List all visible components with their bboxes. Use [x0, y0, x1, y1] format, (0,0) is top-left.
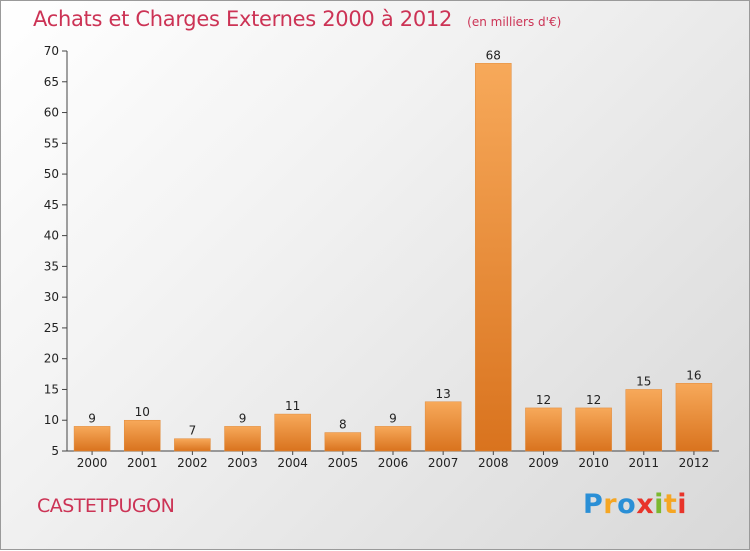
x-tick-label: 2009 [528, 456, 559, 470]
bar [324, 432, 362, 452]
x-tick-label: 2004 [277, 456, 308, 470]
chart-title: Achats et Charges Externes 2000 à 2012 [33, 7, 453, 31]
bar [374, 426, 412, 452]
x-tick-label: 2003 [227, 456, 258, 470]
x-tick-label: 2005 [328, 456, 359, 470]
x-tick-label: 2010 [578, 456, 609, 470]
y-tick-label: 30 [44, 290, 59, 304]
x-tick-label: 2011 [628, 456, 659, 470]
y-tick-label: 25 [44, 321, 59, 335]
value-label: 11 [285, 399, 300, 413]
value-label: 9 [88, 411, 96, 425]
value-label: 10 [135, 405, 150, 419]
bar [274, 413, 311, 452]
chart-title-row: Achats et Charges Externes 2000 à 2012 (… [33, 7, 561, 31]
logo-letter: i [654, 489, 664, 520]
logo-letter: i [677, 489, 688, 520]
x-tick-label: 2006 [378, 456, 409, 470]
y-tick-label: 50 [44, 167, 59, 181]
bar [675, 383, 713, 452]
bar [475, 63, 512, 452]
x-tick-label: 2001 [127, 456, 158, 470]
axes: 5 10 15 20 25 30 35 40 45 50 55 60 65 70 2000 2001 2002 2… [44, 44, 719, 470]
bar [525, 407, 562, 452]
bar [224, 426, 261, 452]
x-tick-label: 2000 [77, 456, 108, 470]
y-tick-label: 70 [44, 44, 59, 58]
x-tick-label: 2008 [478, 456, 509, 470]
logo-letter: t [663, 489, 678, 520]
x-tick-label: 2002 [177, 456, 208, 470]
value-label: 15 [636, 374, 651, 388]
place-name: CASTETPUGON [37, 495, 175, 517]
value-label: 16 [686, 368, 701, 382]
bar [73, 426, 111, 452]
y-tick-label: 65 [44, 75, 59, 89]
value-label: 7 [189, 424, 197, 438]
bars-group: 9 10 7 9 11 8 9 13 68 12 12 15 16 [73, 48, 713, 452]
bar [625, 389, 663, 452]
logo-letter: r [603, 489, 618, 520]
logo-letter: P [583, 489, 604, 520]
y-tick-label: 5 [51, 444, 59, 458]
y-tick-label: 40 [44, 229, 59, 243]
value-label: 12 [536, 393, 551, 407]
bar [424, 401, 462, 452]
value-label: 68 [486, 48, 501, 62]
bar [575, 407, 612, 452]
value-label: 8 [339, 418, 347, 432]
y-tick-label: 55 [44, 136, 59, 150]
value-label: 13 [436, 387, 451, 401]
y-tick-label: 60 [44, 106, 59, 120]
y-tick-label: 10 [44, 413, 59, 427]
y-tick-label: 20 [44, 352, 59, 366]
x-tick-label: 2007 [428, 456, 459, 470]
y-tick-label: 35 [44, 259, 59, 273]
logo-letter: x [636, 489, 655, 520]
value-label: 12 [586, 393, 601, 407]
proxiti-logo: Proxiti [583, 489, 687, 520]
logo-letter: o [617, 489, 637, 520]
y-tick-label: 15 [44, 382, 59, 396]
chart-subtitle: (en milliers d'€) [467, 15, 562, 29]
value-label: 9 [239, 411, 247, 425]
x-tick-label: 2012 [679, 456, 710, 470]
value-label: 9 [389, 411, 397, 425]
bar [174, 438, 211, 452]
bar [123, 419, 161, 452]
y-tick-label: 45 [44, 198, 59, 212]
